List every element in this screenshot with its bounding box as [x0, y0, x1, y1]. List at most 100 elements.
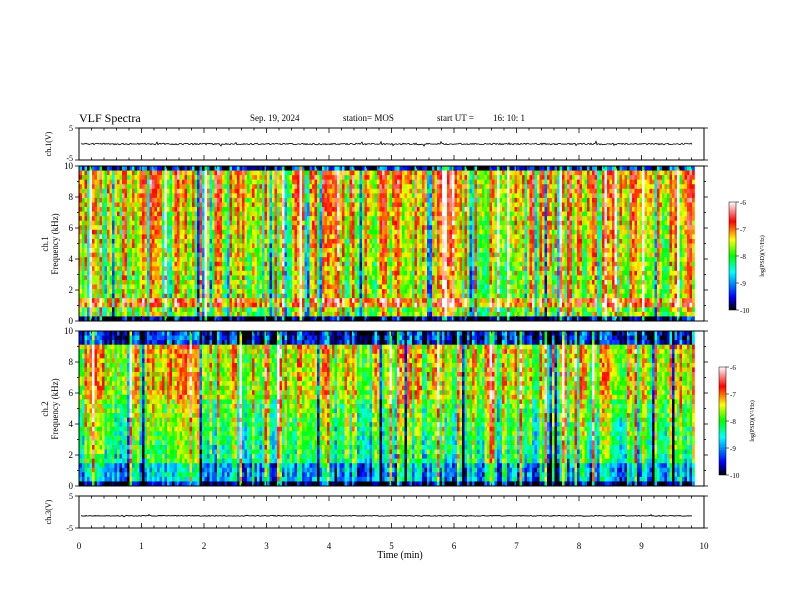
- spectrogram-cell: [334, 175, 338, 180]
- spectrogram-cell: [252, 284, 255, 290]
- spectrogram-cell: [327, 270, 330, 276]
- spectrogram-cell: [132, 298, 135, 304]
- spectrogram-cell: [244, 220, 248, 226]
- spectrogram-cell: [162, 289, 165, 294]
- spectrogram-cell: [99, 234, 103, 240]
- spectrogram-cell: [282, 216, 285, 222]
- spectrogram-cell: [372, 311, 375, 317]
- spectrogram-cell: [327, 298, 330, 304]
- spectrogram-cell: [137, 202, 140, 208]
- spectrogram-cell: [429, 252, 433, 258]
- spectrogram-cell: [277, 275, 280, 281]
- spectrogram-cell: [144, 270, 148, 276]
- spectrogram-cell: [154, 229, 158, 235]
- spectrogram-cell: [332, 275, 335, 281]
- spectrogram-cell: [259, 252, 263, 258]
- spectrogram-cell: [344, 302, 348, 308]
- spectrogram-cell: [224, 170, 228, 176]
- spectrogram-cell: [142, 275, 145, 281]
- spectrogram-cell: [402, 243, 405, 249]
- spectrogram-cell: [379, 211, 383, 217]
- spectrogram-cell: [244, 197, 248, 203]
- spectrogram-cell: [202, 266, 205, 272]
- spectrogram-cell: [132, 257, 135, 263]
- spectrogram-cell: [167, 243, 170, 249]
- spectrogram-cell: [364, 166, 368, 171]
- spectrogram-cell: [344, 211, 348, 217]
- spectrogram-cell: [154, 234, 158, 240]
- spectrogram-cell: [119, 175, 123, 180]
- spectrogram-cell: [164, 238, 168, 244]
- spectrogram-cell: [292, 188, 295, 194]
- spectrogram-cell: [147, 284, 150, 290]
- spectrogram-cell: [324, 179, 328, 185]
- spectrogram-cell: [367, 202, 370, 208]
- spectrogram-cell: [374, 184, 378, 190]
- spectrogram-cell: [187, 211, 190, 217]
- spectrogram-cell: [262, 193, 265, 199]
- spectrogram-cell: [367, 243, 370, 249]
- spectrogram-cell: [227, 266, 230, 272]
- spectrogram-cell: [294, 284, 298, 290]
- spectrogram-cell: [142, 307, 145, 313]
- spectrogram-cell: [382, 266, 385, 272]
- spectrogram-cell: [337, 279, 340, 285]
- spectrogram-cell: [419, 279, 423, 285]
- spectrogram-cell: [187, 252, 190, 258]
- spectrogram-cell: [252, 229, 255, 235]
- spectrogram-cell: [257, 170, 260, 176]
- spectrogram-cell: [339, 179, 343, 185]
- spectrogram-cell: [319, 166, 323, 171]
- spectrogram-cell: [189, 266, 193, 272]
- spectrogram-cell: [374, 202, 378, 208]
- spectrogram-cell: [197, 166, 200, 171]
- spectrogram-cell: [172, 266, 175, 272]
- spectrogram-cell: [317, 243, 320, 249]
- spectrogram-cell: [149, 248, 153, 253]
- spectrogram-cell: [139, 252, 143, 258]
- spectrogram-cell: [144, 266, 148, 272]
- spectrogram-cell: [272, 270, 275, 276]
- spectrogram-cell: [344, 234, 348, 240]
- spectrogram-cell: [242, 170, 245, 176]
- spectrogram-cell: [337, 175, 340, 180]
- spectrogram-cell: [262, 238, 265, 244]
- spectrogram-cell: [149, 289, 153, 294]
- spectrogram-cell: [239, 270, 243, 276]
- spectrogram-cell: [187, 316, 190, 322]
- spectrogram-cell: [142, 302, 145, 308]
- spectrogram-cell: [322, 179, 325, 185]
- spectrogram-cell: [409, 166, 413, 171]
- spectrogram-cell: [342, 243, 345, 249]
- spectrogram-cell: [377, 270, 380, 276]
- spectrogram-cell: [89, 216, 93, 222]
- spectrogram-cell: [109, 170, 113, 176]
- spectrogram-cell: [369, 170, 373, 176]
- spectrogram-cell: [257, 311, 260, 317]
- spectrogram-cell: [284, 175, 288, 180]
- spectrogram-cell: [414, 207, 418, 212]
- spectrogram-cell: [267, 211, 270, 217]
- spectrogram-cell: [109, 202, 113, 208]
- spectrogram-cell: [144, 211, 148, 217]
- spectrogram-cell: [332, 252, 335, 258]
- spectrogram-cell: [297, 289, 300, 294]
- spectrogram-cell: [264, 193, 268, 199]
- spectrogram-cell: [279, 243, 283, 249]
- spectrogram-cell: [299, 216, 303, 222]
- spectrogram-cell: [354, 257, 358, 263]
- spectrogram-cell: [289, 170, 293, 176]
- spectrogram-cell: [234, 302, 238, 308]
- spectrogram-cell: [122, 289, 125, 294]
- spectrogram-cell: [352, 216, 355, 222]
- spectrogram-cell: [137, 170, 140, 176]
- spectrogram-cell: [224, 243, 228, 249]
- spectrogram-cell: [144, 170, 148, 176]
- spectrogram-cell: [244, 266, 248, 272]
- spectrogram-cell: [322, 275, 325, 281]
- spectrogram-cell: [369, 211, 373, 217]
- spectrogram-cell: [299, 298, 303, 304]
- spectrogram-cell: [182, 229, 185, 235]
- spectrogram-cell: [157, 229, 160, 235]
- spectrogram-cell: [197, 179, 200, 185]
